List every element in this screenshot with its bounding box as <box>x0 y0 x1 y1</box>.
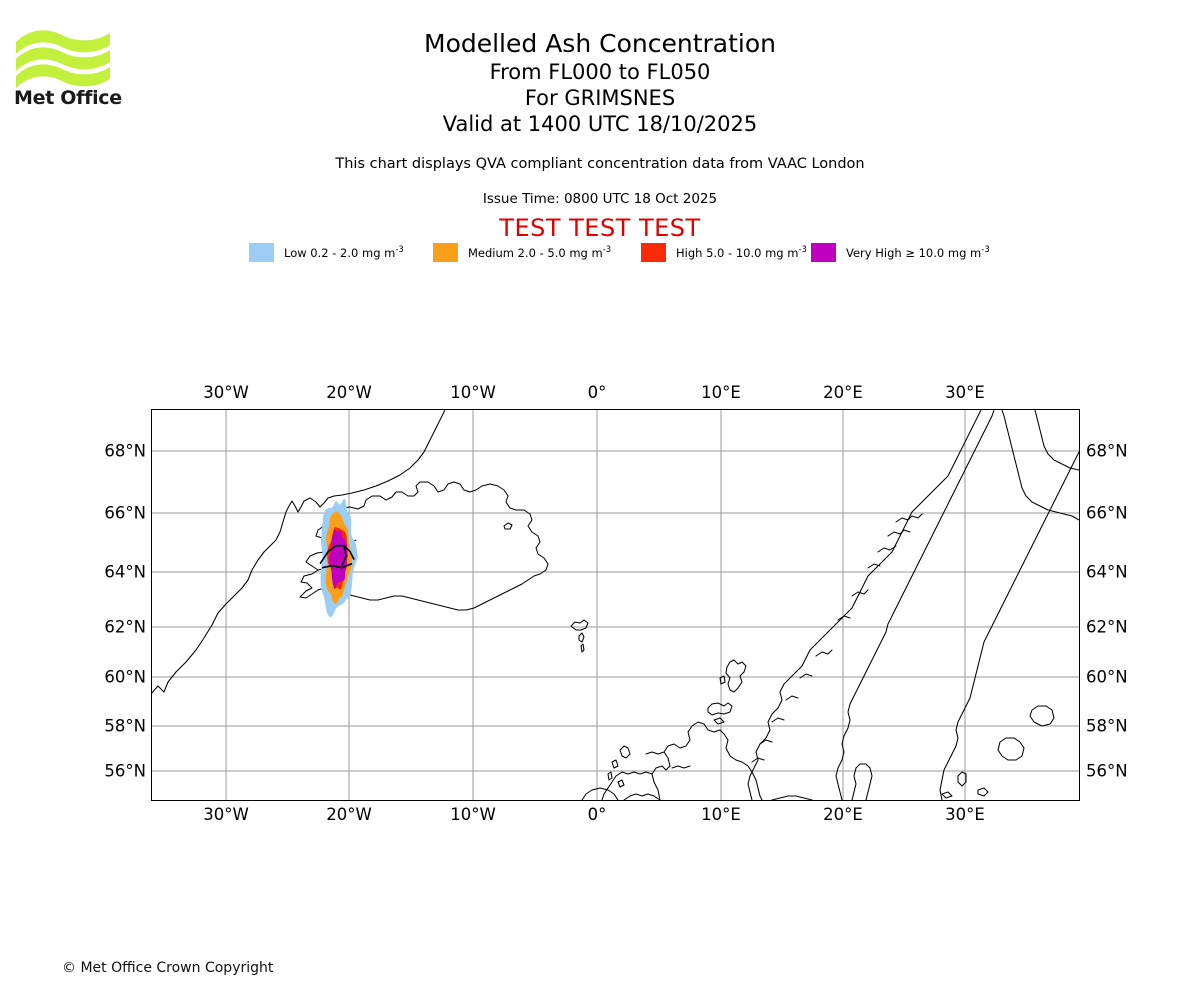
lat-tick-label: 58°N <box>1086 716 1128 736</box>
ash-concentration-map[interactable] <box>151 409 1080 801</box>
graticule-grid <box>152 410 1079 800</box>
valid-time: Valid at 1400 UTC 18/10/2025 <box>442 112 758 136</box>
lat-tick-label: 64°N <box>104 562 146 582</box>
legend-low: Low 0.2 - 2.0 mg m-3 <box>249 241 404 263</box>
issue-time: Issue Time: 0800 UTC 18 Oct 2025 <box>482 191 718 207</box>
legend-high-label: High 5.0 - 10.0 mg m-3 <box>676 244 807 260</box>
coastlines <box>152 410 1079 800</box>
ash-plume <box>319 498 358 618</box>
lat-tick-label: 68°N <box>104 441 146 461</box>
lon-tick-label: 10°E <box>701 383 741 402</box>
lat-tick-label: 64°N <box>1086 562 1128 582</box>
legend-low-label: Low 0.2 - 2.0 mg m-3 <box>284 244 404 260</box>
lon-tick-label: 10°W <box>450 805 496 824</box>
page-title-block: Modelled Ash Concentration From FL000 to… <box>130 28 1070 137</box>
lat-tick-label: 68°N <box>1086 441 1128 461</box>
plume-overlay-coast <box>319 544 355 569</box>
lat-tick-label: 66°N <box>104 503 146 523</box>
copyright-notice: © Met Office Crown Copyright <box>62 960 274 976</box>
met-office-wordmark: Met Office <box>14 87 122 109</box>
lat-tick-label: 62°N <box>104 617 146 637</box>
lon-tick-label: 20°E <box>823 383 863 402</box>
lon-tick-label: 10°E <box>701 805 741 824</box>
legend-very-high: Very High ≥ 10.0 mg m-3 <box>811 241 990 263</box>
page-title: Modelled Ash Concentration <box>424 29 776 58</box>
legend-low-swatch <box>249 242 274 262</box>
met-office-logo: Met Office <box>14 26 124 116</box>
lon-tick-label: 0° <box>587 383 607 402</box>
test-banner: TEST TEST TEST <box>499 214 701 242</box>
lon-tick-label: 20°W <box>326 383 372 402</box>
lon-tick-label: 30°W <box>203 805 249 824</box>
legend-very-high-label: Very High ≥ 10.0 mg m-3 <box>846 244 990 260</box>
legend-very-high-swatch <box>811 242 836 262</box>
lon-tick-label: 30°E <box>945 383 985 402</box>
lon-tick-label: 0° <box>587 805 607 824</box>
legend-medium-label: Medium 2.0 - 5.0 mg m-3 <box>468 244 612 260</box>
strapline: This chart displays QVA compliant concen… <box>335 156 865 172</box>
lon-tick-label: 20°W <box>326 805 372 824</box>
lat-tick-label: 60°N <box>104 667 146 687</box>
lon-tick-label: 30°E <box>945 805 985 824</box>
lat-tick-label: 56°N <box>104 761 146 781</box>
map-canvas <box>152 410 1079 800</box>
lat-tick-label: 66°N <box>1086 503 1128 523</box>
lon-tick-label: 10°W <box>450 383 496 402</box>
flight-level-range: From FL000 to FL050 <box>489 60 711 84</box>
lat-tick-label: 60°N <box>1086 667 1128 687</box>
plume-contour-3 <box>329 529 348 589</box>
volcano-name: For GRIMSNES <box>524 86 676 110</box>
lon-tick-label: 20°E <box>823 805 863 824</box>
met-office-waves-icon <box>16 30 110 88</box>
lat-tick-label: 58°N <box>104 716 146 736</box>
concentration-legend: Low 0.2 - 2.0 mg m-3 Medium 2.0 - 5.0 mg … <box>249 241 994 265</box>
legend-high: High 5.0 - 10.0 mg m-3 <box>641 241 807 263</box>
lon-tick-label: 30°W <box>203 383 249 402</box>
legend-high-swatch <box>641 242 666 262</box>
legend-medium: Medium 2.0 - 5.0 mg m-3 <box>433 241 611 263</box>
lat-tick-label: 56°N <box>1086 761 1128 781</box>
legend-medium-swatch <box>433 242 458 262</box>
lat-tick-label: 62°N <box>1086 617 1128 637</box>
